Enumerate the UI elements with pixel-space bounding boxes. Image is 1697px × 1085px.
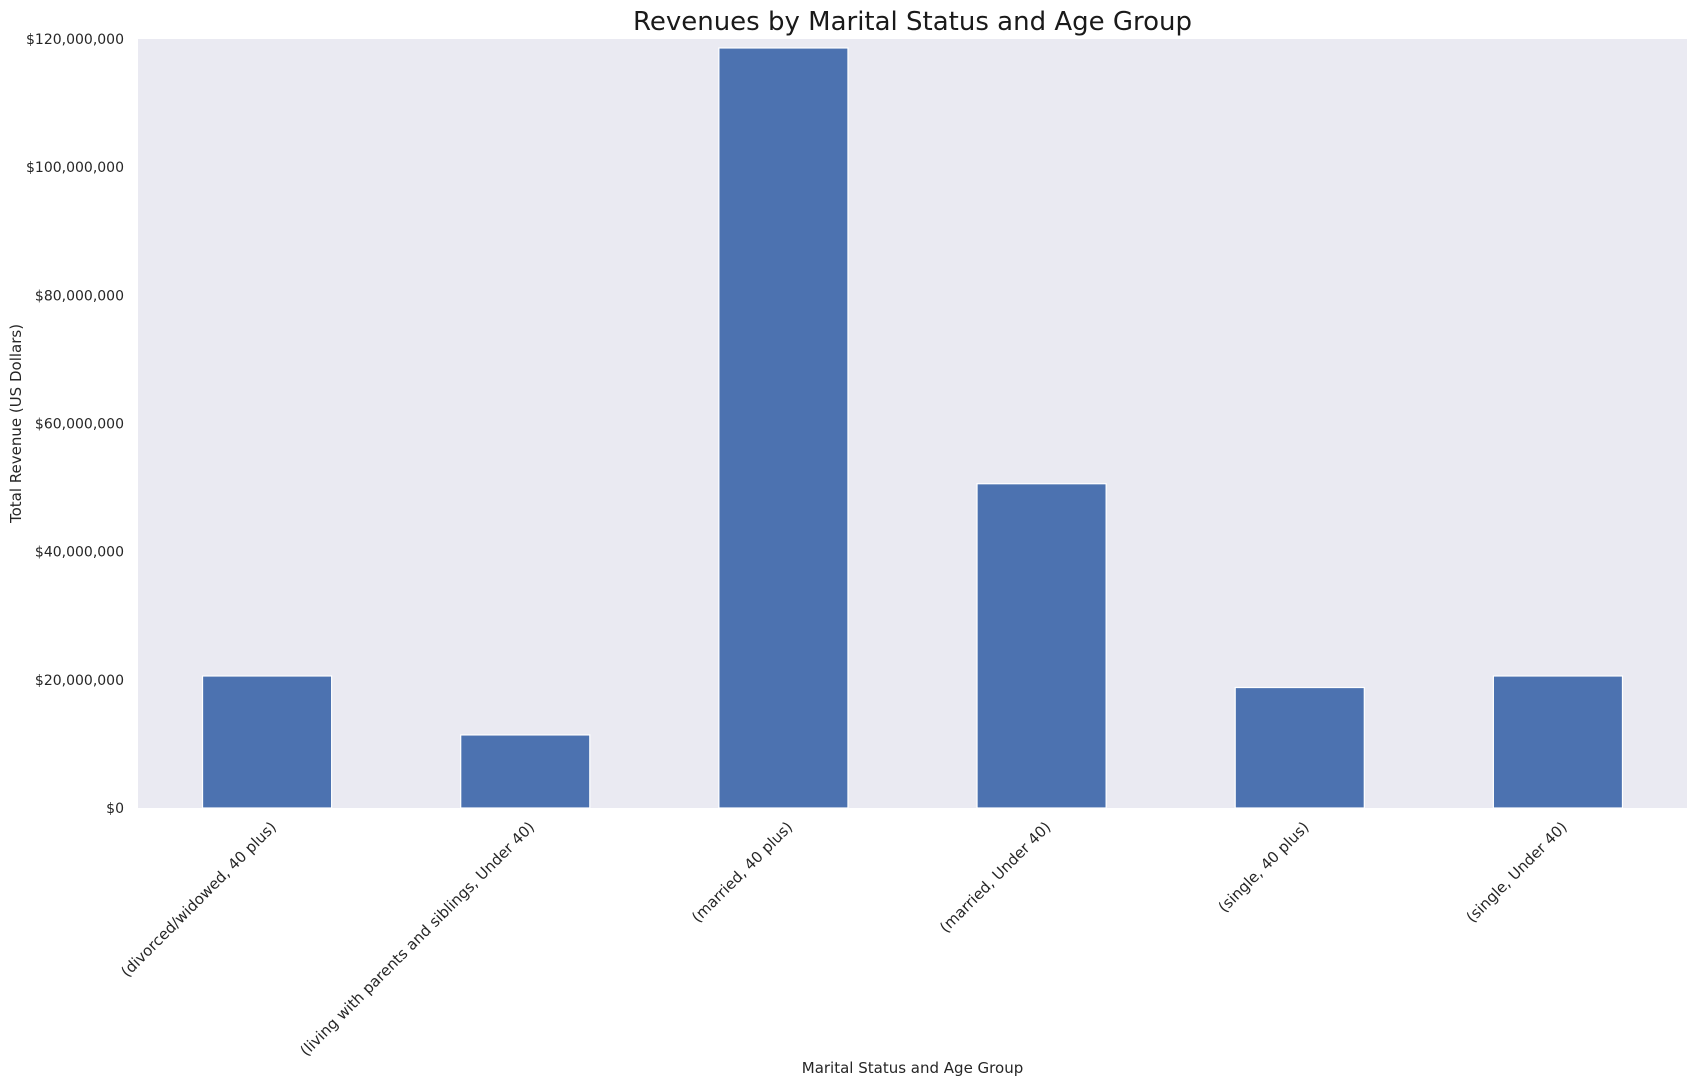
bar <box>1234 686 1365 809</box>
y-tick-label: $20,000,000 <box>35 673 124 689</box>
x-tick-label: (single, Under 40) <box>1463 818 1571 926</box>
y-axis-ticks: $0 $20,000,000 $40,000,000 $60,000,000 $80,0… <box>26 32 124 817</box>
chart-title: Revenues by Marital Status and Age Group <box>633 7 1192 37</box>
x-tick-label: (married, Under 40) <box>936 818 1054 936</box>
bar <box>976 483 1107 809</box>
bar <box>201 675 333 809</box>
plot-area <box>138 39 1687 808</box>
x-tick-label: (living with parents and siblings, Under… <box>296 818 538 1060</box>
y-tick-label: $120,000,000 <box>26 32 124 48</box>
bar <box>718 47 849 809</box>
x-tick-label: (divorced/widowed, 40 plus) <box>117 818 280 981</box>
x-axis-ticks: (divorced/widowed, 40 plus) (living with … <box>117 818 1570 1060</box>
y-tick-label: $0 <box>106 801 124 817</box>
x-axis-label: Marital Status and Age Group <box>802 1059 1023 1077</box>
bars-group <box>201 47 1624 809</box>
y-tick-label: $40,000,000 <box>35 545 124 561</box>
y-axis-label: Total Revenue (US Dollars) <box>7 324 25 524</box>
y-tick-label: $60,000,000 <box>35 417 124 433</box>
x-tick-label: (married, 40 plus) <box>688 818 796 926</box>
bar <box>460 734 591 809</box>
x-tick-label: (single, 40 plus) <box>1215 818 1313 916</box>
y-tick-label: $80,000,000 <box>35 288 124 304</box>
y-tick-label: $100,000,000 <box>26 160 124 176</box>
bar <box>1492 675 1624 809</box>
